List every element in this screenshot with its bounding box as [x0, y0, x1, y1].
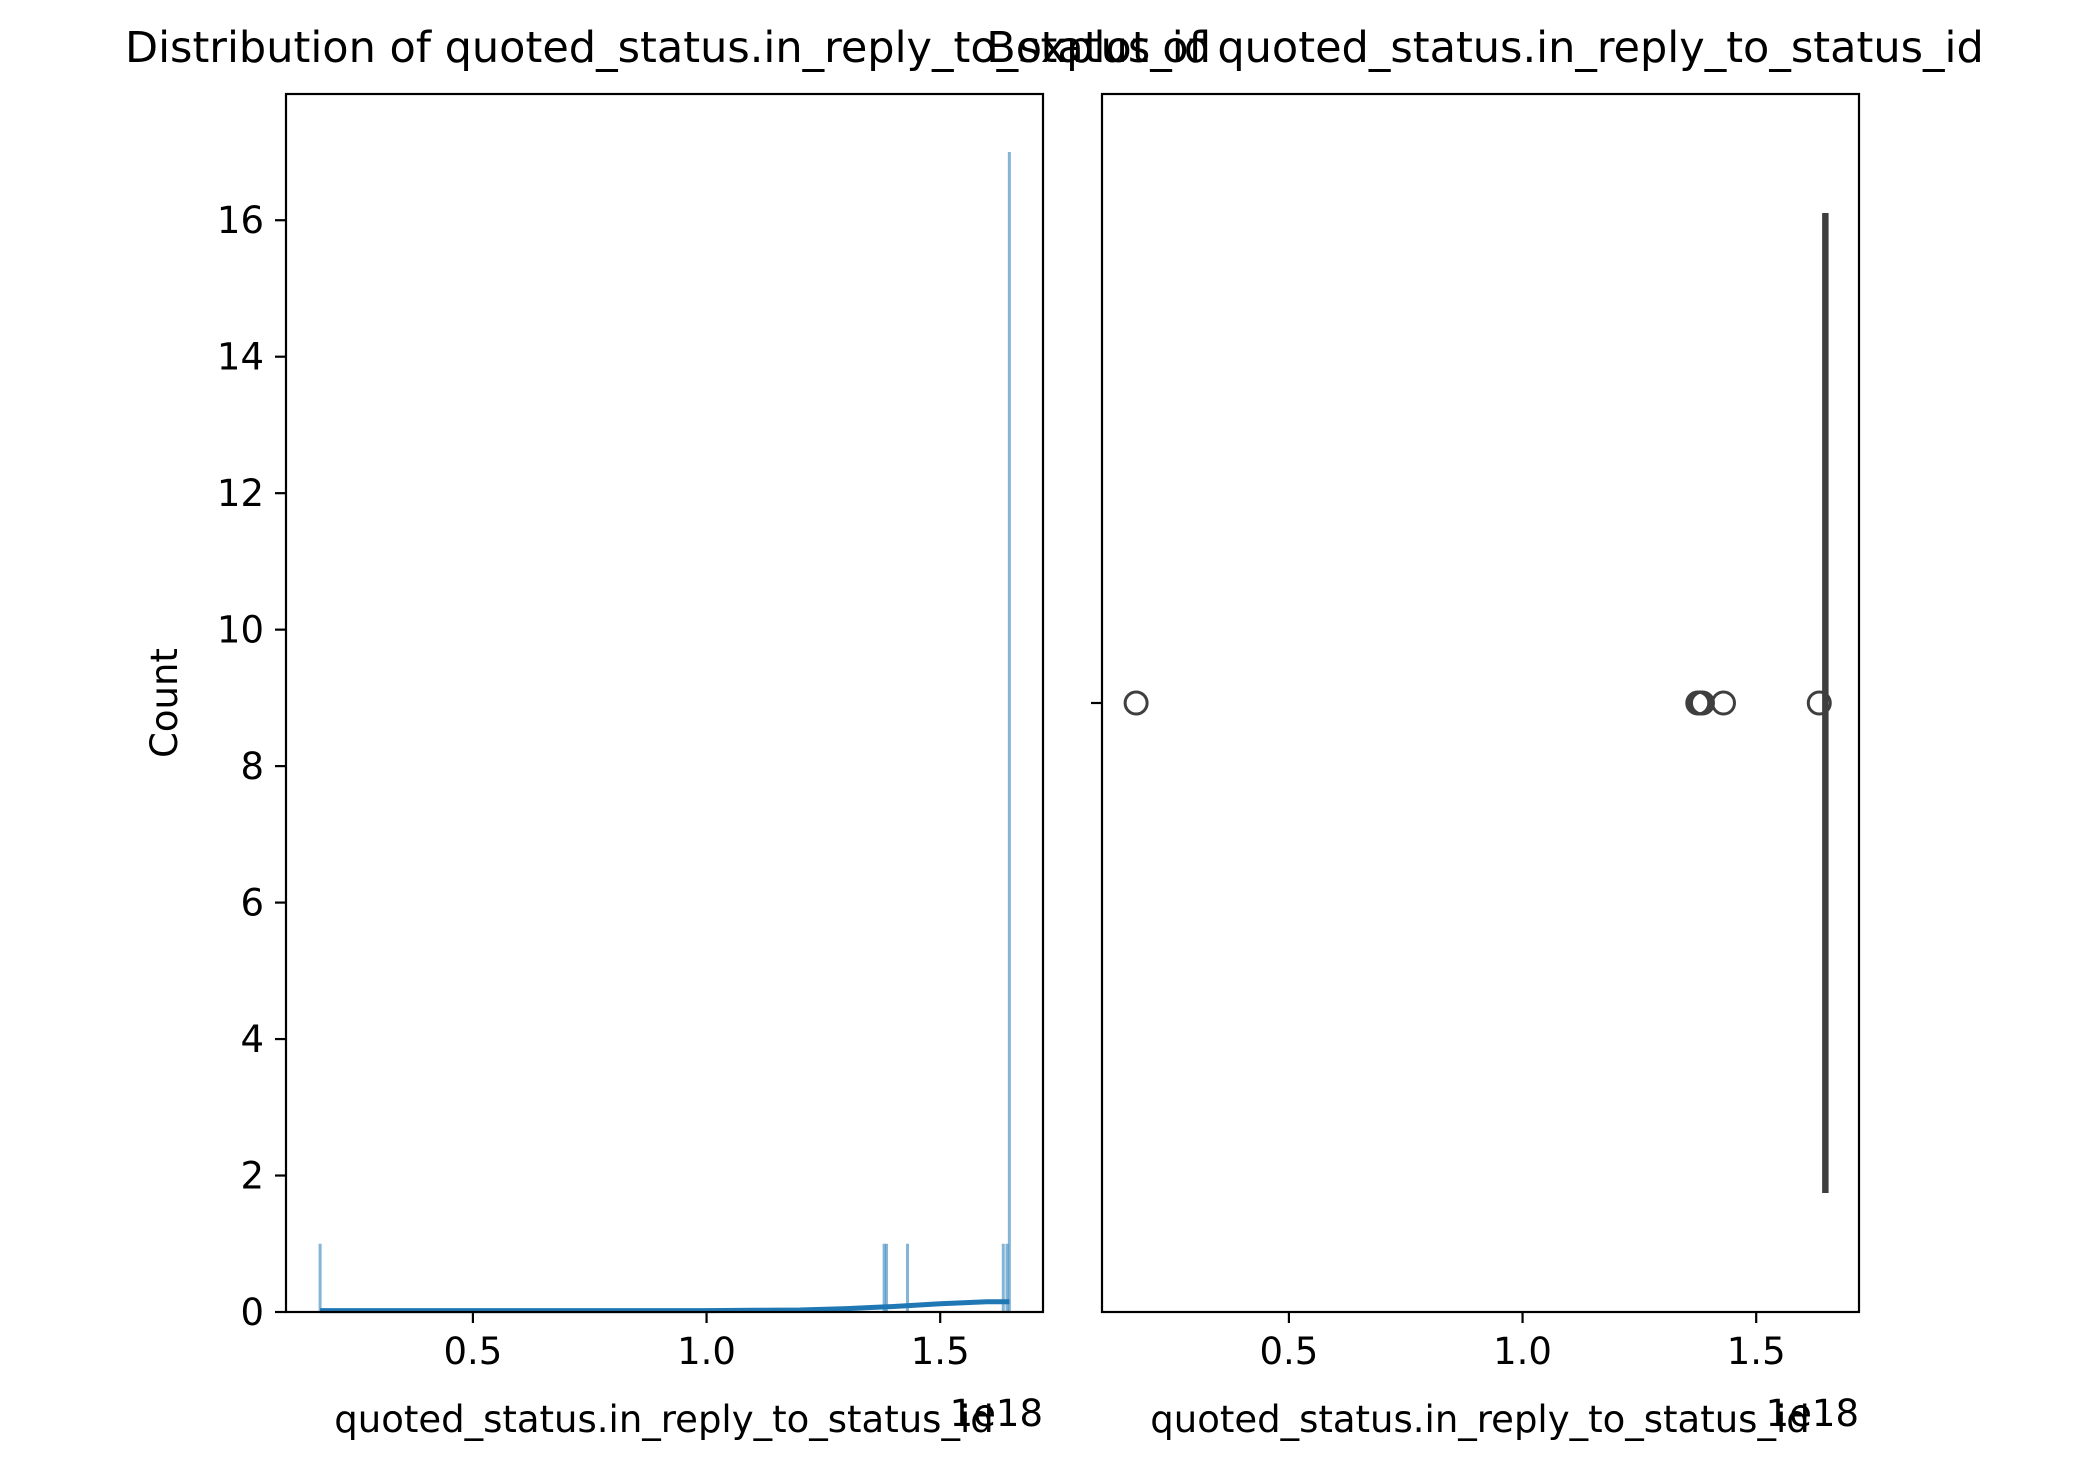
histogram-x-offset: 1e18: [950, 1392, 1043, 1435]
histogram-title: Distribution of quoted_status.in_reply_t…: [125, 23, 1211, 73]
histogram-y-tick-label: 16: [217, 199, 264, 242]
histogram-y-tick-label: 12: [217, 472, 264, 515]
histogram-panel: Distribution of quoted_status.in_reply_t…: [125, 23, 1211, 1441]
histogram-bar: [884, 1243, 888, 1312]
boxplot-x-axis: 0.5 1.0 1.5: [1259, 1312, 1786, 1373]
histogram-y-tick-label: 0: [240, 1291, 264, 1334]
histogram-x-tick-label: 0.5: [443, 1330, 502, 1373]
boxplot-x-label: quoted_status.in_reply_to_status_id: [1150, 1398, 1809, 1441]
histogram-x-axis: 0.5 1.0 1.5: [443, 1312, 970, 1373]
boxplot-x-tick-label: 0.5: [1259, 1330, 1318, 1373]
histogram-bar: [1005, 1243, 1009, 1312]
boxplot-outlier: [1806, 690, 1832, 716]
boxplot-marks: [1123, 213, 1832, 1193]
histogram-y-tick-label: 14: [217, 336, 264, 379]
histogram-plot-frame: [284, 92, 1045, 1314]
boxplot-x-tick-label: 1.0: [1493, 1330, 1552, 1373]
boxplot-panel: Boxplot of quoted_status.in_reply_to_sta…: [986, 23, 1984, 1441]
boxplot-title: Boxplot of quoted_status.in_reply_to_sta…: [986, 23, 1984, 73]
histogram-x-tick-label: 1.0: [677, 1330, 736, 1373]
histogram-y-axis: 0 2 4 6 8 10 12 14 16: [217, 199, 286, 1334]
histogram-y-tick-label: 8: [240, 745, 264, 788]
histogram-bars: [318, 152, 1011, 1312]
histogram-y-tick-label: 2: [240, 1155, 264, 1198]
histogram-y-tick-label: 10: [217, 609, 264, 652]
boxplot-x-offset: 1e18: [1766, 1392, 1859, 1435]
histogram-kde-line: [320, 1299, 1010, 1314]
histogram-x-label: quoted_status.in_reply_to_status_id: [334, 1398, 993, 1441]
histogram-bar: [882, 1243, 886, 1312]
histogram-y-tick-label: 4: [240, 1018, 264, 1061]
boxplot-outlier: [1710, 690, 1736, 716]
boxplot-plot-frame: [1100, 92, 1861, 1314]
histogram-x-tick-label: 1.5: [911, 1330, 970, 1373]
boxplot-outlier: [1123, 690, 1149, 716]
histogram-bar: [318, 1243, 322, 1312]
histogram-bar: [1007, 152, 1011, 1312]
histogram-bar: [1001, 1243, 1005, 1312]
histogram-y-tick-label: 6: [240, 882, 264, 925]
histogram-y-label: Count: [143, 648, 186, 758]
boxplot-x-tick-label: 1.5: [1727, 1330, 1786, 1373]
histogram-bar: [905, 1243, 909, 1312]
